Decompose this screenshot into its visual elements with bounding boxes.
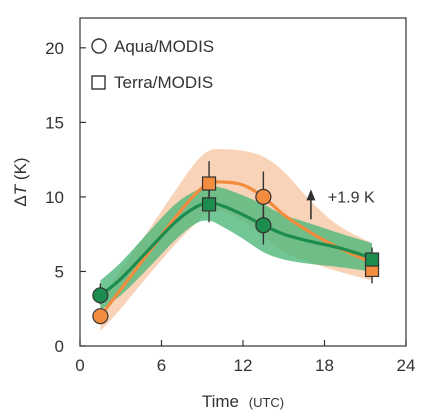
x-tick-label-6: 6 bbox=[157, 356, 166, 375]
point-square-green-1 bbox=[201, 197, 217, 212]
y-tick-label-10: 10 bbox=[45, 188, 64, 207]
x-tick-label-18: 18 bbox=[315, 356, 334, 375]
legend-circle-marker bbox=[91, 38, 107, 54]
annotation-label: +1.9 K bbox=[328, 189, 375, 206]
legend-label-terra: Terra/MODIS bbox=[114, 73, 213, 92]
y-tick-label-20: 20 bbox=[45, 39, 64, 58]
x-axis-title-text: Time bbox=[202, 392, 239, 411]
x-tick-label-0: 0 bbox=[75, 356, 84, 375]
legend: Aqua/MODIS Terra/MODIS bbox=[91, 37, 214, 92]
y-tick-label-15: 15 bbox=[45, 113, 64, 132]
x-tick-label-24: 24 bbox=[397, 356, 416, 375]
legend-square-marker bbox=[91, 75, 106, 90]
y-axis-ticks: 0 5 10 15 20 bbox=[45, 39, 86, 356]
y-tick-label-0: 0 bbox=[55, 337, 64, 356]
y-axis-title: ΔT (K) bbox=[11, 157, 30, 206]
band-orange bbox=[100, 149, 373, 332]
confidence-bands bbox=[100, 149, 373, 332]
point-circle-green-0 bbox=[92, 287, 109, 304]
curve-orange bbox=[98, 180, 374, 318]
curve-green bbox=[98, 201, 374, 297]
fitted-curves bbox=[98, 180, 374, 318]
y-axis-title-suffix: (K) bbox=[11, 157, 30, 184]
annotation-arrow-head bbox=[306, 189, 316, 201]
point-square-green-3 bbox=[364, 252, 380, 267]
y-tick-label-5: 5 bbox=[55, 262, 64, 281]
x-axis-title-unit: (UTC) bbox=[249, 395, 284, 410]
band-green bbox=[100, 186, 373, 311]
annotation: +1.9 K bbox=[306, 189, 375, 220]
y-axis-title-symbol: T bbox=[11, 183, 30, 195]
point-circle-orange-2 bbox=[255, 188, 272, 206]
x-tick-label-12: 12 bbox=[234, 356, 253, 375]
point-circle-orange-0 bbox=[92, 308, 109, 325]
x-axis-ticks: 0 6 12 18 24 bbox=[75, 340, 415, 375]
y-axis-title-prefix: Δ bbox=[11, 195, 30, 206]
x-axis-title: Time (UTC) bbox=[202, 392, 284, 411]
point-square-orange-1 bbox=[201, 176, 217, 191]
point-circle-green-2 bbox=[255, 217, 272, 234]
legend-label-aqua: Aqua/MODIS bbox=[114, 37, 214, 56]
data-points bbox=[92, 176, 380, 325]
